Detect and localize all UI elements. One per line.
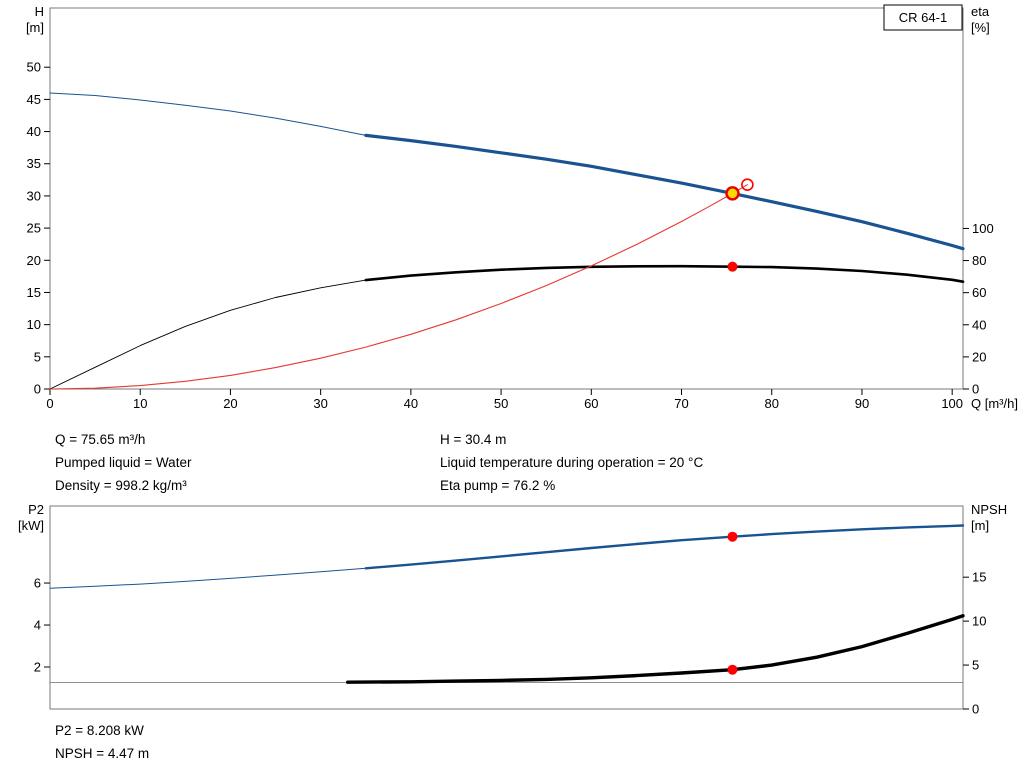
- x-axis-tick-label: 10: [133, 396, 147, 411]
- right-axis-tick-label: 10: [972, 614, 986, 629]
- system-curve-end-marker: [741, 178, 754, 192]
- duty-info-left-column: Q = 75.65 m³/h Pumped liquid = Water Den…: [55, 428, 191, 497]
- info-liquid-temperature: Liquid temperature during operation = 20…: [440, 455, 704, 470]
- duty-point-marker[interactable]: [725, 186, 740, 201]
- power-npsh-info: P2 = 8.208 kW NPSH = 4.47 m: [55, 719, 149, 765]
- npsh-curve-thick: [346, 614, 965, 684]
- info-pumped-liquid: Pumped liquid = Water: [55, 455, 192, 470]
- x-axis-tick-label: 0: [46, 396, 53, 411]
- info-head-value: H = 30.4 m: [440, 432, 507, 447]
- npsh-point-marker: [727, 664, 738, 675]
- right-axis-name-label: NPSH: [971, 502, 1007, 517]
- x-axis-unit-label: Q [m³/h]: [971, 396, 1018, 411]
- qh-eta-chart-border: [49, 7, 964, 390]
- right-axis-tick-label: 15: [972, 570, 986, 585]
- right-axis-tick-label: 0: [972, 702, 979, 717]
- left-axis-unit-label: [kW]: [18, 518, 44, 533]
- left-axis-name-label: H: [35, 4, 44, 19]
- x-axis-tick-label: 70: [674, 396, 688, 411]
- left-axis-tick-label: 4: [34, 618, 41, 633]
- system-curve: [49, 184, 748, 390]
- info-density: Density = 998.2 kg/m³: [55, 478, 187, 493]
- x-axis-tick-label: 50: [494, 396, 508, 411]
- left-axis-name-label: P2: [28, 502, 44, 517]
- left-axis-tick-label: 35: [27, 156, 41, 171]
- p2-curve-thin: [49, 567, 367, 589]
- left-axis-tick-label: 30: [27, 188, 41, 203]
- left-axis-tick-label: 45: [27, 92, 41, 107]
- info-eta-pump: Eta pump = 76.2 %: [440, 478, 556, 493]
- right-axis-unit-label: [%]: [971, 20, 990, 35]
- info-p2-value: P2 = 8.208 kW: [55, 723, 144, 738]
- head-curve-thin: [49, 92, 367, 136]
- right-axis-tick-label: 100: [972, 221, 994, 236]
- x-axis-tick-label: 40: [404, 396, 418, 411]
- x-axis-tick-label: 20: [223, 396, 237, 411]
- x-axis-tick-label: 60: [584, 396, 598, 411]
- right-axis-tick-label: 5: [972, 658, 979, 673]
- left-axis-tick-label: 40: [27, 124, 41, 139]
- left-axis-unit-label: [m]: [26, 20, 44, 35]
- pump-type-label-box: [883, 4, 963, 31]
- right-axis-tick-label: 60: [972, 285, 986, 300]
- right-axis-tick-label: 40: [972, 317, 986, 332]
- right-axis-name-label: eta: [971, 4, 990, 19]
- left-axis-tick-label: 20: [27, 253, 41, 268]
- right-axis-tick-label: 0: [972, 382, 979, 397]
- left-axis-tick-label: 50: [27, 60, 41, 75]
- qh-eta-chart: 0 5 10 15 20 25 30 35 40 45 50 0 20 40 60 80 100 0 10 20 30 4…: [26, 4, 1018, 411]
- pump-type-label: CR 64-1: [899, 10, 947, 25]
- eta-curve-thick: [364, 264, 965, 284]
- right-axis-unit-label: [m]: [971, 518, 989, 533]
- p2-point-marker: [727, 531, 738, 542]
- x-axis-tick-label: 100: [941, 396, 963, 411]
- left-axis-tick-label: 25: [27, 221, 41, 236]
- left-axis-tick-label: 2: [34, 660, 41, 675]
- right-axis-tick-label: 20: [972, 349, 986, 364]
- eta-point-marker: [727, 261, 738, 272]
- p2-curve-thick: [364, 524, 965, 570]
- duty-info-right-column: H = 30.4 m Liquid temperature during ope…: [440, 428, 703, 497]
- eta-curve-thin: [49, 279, 367, 390]
- p2-npsh-chart-border: [49, 505, 964, 710]
- head-curve-thick: [364, 133, 965, 251]
- right-axis-tick-label: 80: [972, 253, 986, 268]
- p2-npsh-chart: 2 4 6 0 5 10 15 P2[kW] NPSH[m]: [18, 502, 1007, 717]
- left-axis-tick-label: 0: [34, 382, 41, 397]
- info-npsh-value: NPSH = 4.47 m: [55, 746, 150, 761]
- info-flow-value: Q = 75.65 m³/h: [55, 432, 146, 447]
- x-axis-tick-label: 30: [313, 396, 327, 411]
- x-axis-tick-label: 80: [765, 396, 779, 411]
- x-axis-tick-label: 90: [855, 396, 869, 411]
- left-axis-tick-label: 6: [34, 576, 41, 591]
- left-axis-tick-label: 15: [27, 285, 41, 300]
- left-axis-tick-label: 10: [27, 317, 41, 332]
- left-axis-tick-label: 5: [34, 349, 41, 364]
